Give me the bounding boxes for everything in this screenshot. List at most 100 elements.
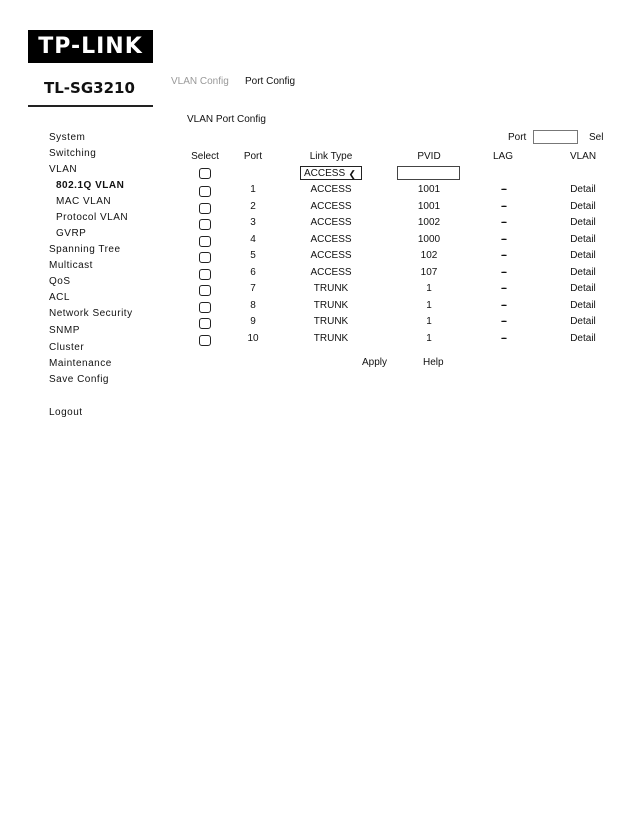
column-header: Link Type [309, 151, 353, 162]
pvid-input[interactable] [397, 166, 460, 180]
sidebar-item[interactable]: Protocol VLAN [56, 212, 129, 223]
sidebar-item[interactable]: SNMP [49, 325, 80, 336]
sidebar-item[interactable]: Switching [49, 148, 97, 159]
cell-link-type: TRUNK [313, 283, 349, 294]
sidebar-item[interactable]: Spanning Tree [49, 244, 121, 255]
row-select-checkbox[interactable] [199, 252, 211, 263]
cell-pvid: 107 [420, 266, 438, 278]
tab-vlan-config[interactable]: VLAN Config [171, 76, 229, 87]
cell-lag: --- [501, 184, 507, 195]
cell-pvid: 1002 [417, 217, 441, 228]
cell-link-type: TRUNK [313, 316, 349, 327]
cell-pvid: 1001 [417, 184, 441, 195]
apply-button[interactable]: Apply [362, 357, 388, 368]
cell-port: 8 [250, 299, 256, 311]
cell-port: 4 [250, 233, 256, 245]
row-select-checkbox[interactable] [199, 235, 211, 247]
cell-link-type: ACCESS [310, 266, 352, 278]
cell-pvid: 1 [426, 299, 432, 311]
cell-pvid: 1001 [417, 200, 441, 212]
sidebar-item[interactable]: Save Config [49, 374, 109, 385]
row-select-checkbox[interactable] [199, 219, 211, 230]
detail-link[interactable]: Detail [570, 217, 596, 228]
cell-port: 2 [250, 200, 256, 212]
detail-link[interactable]: Detail [570, 184, 596, 195]
select-all-checkbox[interactable] [199, 168, 211, 179]
detail-link[interactable]: Detail [570, 316, 596, 327]
sidebar-item[interactable]: Network Security [49, 308, 133, 319]
cell-pvid: 1 [426, 316, 432, 327]
cell-port: 5 [250, 250, 256, 261]
port-search-label: Port [508, 132, 527, 143]
cell-link-type: ACCESS [310, 250, 352, 261]
cell-lag: --- [501, 200, 507, 212]
sidebar-item[interactable]: MAC VLAN [56, 196, 112, 207]
cell-lag: --- [501, 316, 507, 327]
sidebar-item[interactable]: Multicast [49, 260, 93, 271]
column-header: Select [191, 151, 219, 162]
cell-lag: --- [501, 250, 507, 261]
cell-pvid: 1 [426, 332, 432, 344]
cell-lag: --- [501, 332, 507, 344]
cell-port: 7 [250, 283, 256, 294]
cell-pvid: 1 [426, 283, 432, 294]
cell-port: 3 [250, 217, 256, 228]
cell-link-type: ACCESS [310, 184, 352, 195]
cell-lag: --- [501, 283, 507, 294]
cell-port: 10 [247, 332, 259, 344]
row-select-checkbox[interactable] [199, 334, 211, 346]
cell-pvid: 1000 [417, 233, 441, 245]
column-header: Port [243, 151, 263, 162]
tp-link-logo: TP-LINK [28, 30, 153, 63]
chevron-down-icon: ❮ [348, 169, 356, 179]
sidebar-item[interactable]: QoS [49, 276, 71, 287]
cell-link-type: ACCESS [310, 233, 352, 245]
tab-port-config[interactable]: Port Config [245, 76, 296, 87]
detail-link[interactable]: Detail [570, 200, 596, 212]
detail-link[interactable]: Detail [570, 266, 596, 278]
sidebar-item[interactable]: VLAN [49, 164, 78, 175]
help-button[interactable]: Help [423, 357, 444, 368]
detail-link[interactable]: Detail [570, 283, 596, 294]
divider [28, 105, 153, 107]
link-type-value: ACCESS [304, 168, 346, 179]
select-label: Sel [589, 132, 604, 143]
cell-link-type: ACCESS [310, 217, 352, 228]
section-title: VLAN Port Config [187, 114, 266, 125]
row-select-checkbox[interactable] [199, 318, 211, 329]
logout-link[interactable]: Logout [49, 407, 83, 418]
sidebar-item[interactable]: System [49, 132, 86, 143]
row-select-checkbox[interactable] [199, 202, 211, 214]
row-select-checkbox[interactable] [199, 268, 211, 280]
column-header: LAG [492, 151, 514, 162]
sidebar-item[interactable]: GVRP [56, 228, 87, 239]
detail-link[interactable]: Detail [570, 233, 596, 245]
cell-lag: --- [501, 233, 507, 245]
row-select-checkbox[interactable] [199, 301, 211, 313]
cell-pvid: 102 [420, 250, 438, 261]
cell-port: 6 [250, 266, 256, 278]
sidebar-item[interactable]: Cluster [49, 342, 85, 353]
sidebar-item[interactable]: 802.1Q VLAN [56, 180, 125, 191]
cell-lag: --- [501, 266, 507, 278]
detail-link[interactable]: Detail [570, 299, 596, 311]
cell-link-type: TRUNK [313, 332, 349, 344]
cell-port: 9 [250, 316, 256, 327]
detail-link[interactable]: Detail [570, 332, 596, 344]
column-header: PVID [417, 151, 441, 162]
sidebar-item[interactable]: Maintenance [49, 358, 112, 369]
row-select-checkbox[interactable] [199, 186, 211, 197]
link-type-select[interactable]: ACCESS ❮ [300, 166, 362, 180]
sidebar-item[interactable]: ACL [49, 292, 70, 303]
cell-lag: --- [501, 299, 507, 311]
port-search-input[interactable] [533, 130, 578, 144]
detail-link[interactable]: Detail [570, 250, 596, 261]
cell-port: 1 [250, 184, 256, 195]
column-header: VLAN [569, 151, 597, 162]
cell-lag: --- [501, 217, 507, 228]
row-select-checkbox[interactable] [199, 285, 211, 296]
cell-link-type: ACCESS [310, 200, 352, 212]
model-name: TL-SG3210 [44, 79, 135, 97]
cell-link-type: TRUNK [313, 299, 349, 311]
